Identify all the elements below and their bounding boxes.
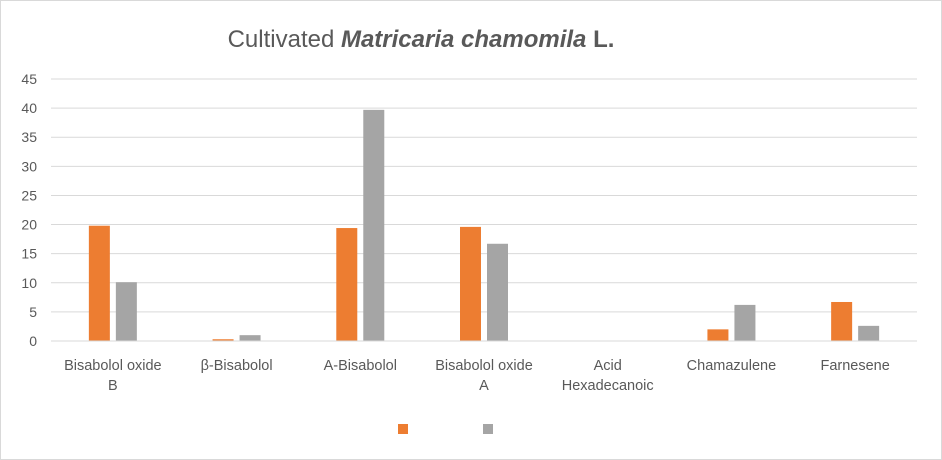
bar [115, 282, 137, 341]
y-tick-label: 30 [21, 158, 37, 174]
bar [239, 335, 261, 341]
bar [88, 225, 110, 341]
y-tick-label: 45 [21, 71, 37, 87]
bar [858, 325, 880, 341]
bar [831, 301, 853, 341]
legend-marker [483, 424, 493, 434]
x-tick-label: Bisabolol oxide A [435, 358, 533, 394]
chart-title-suffix: L. [586, 26, 614, 53]
legend-marker [398, 424, 408, 434]
bar [336, 228, 358, 341]
chart-title: Cultivated Matricaria chamomila L. [228, 26, 615, 53]
x-tick-label: β-Bisabolol [201, 358, 273, 374]
bar [487, 243, 508, 341]
y-tick-label: 20 [21, 217, 37, 233]
y-tick-label: 40 [21, 100, 37, 116]
legend [398, 424, 493, 434]
y-tick-label: 10 [21, 275, 37, 291]
x-tick-label: Bisabolol oxide B [64, 358, 162, 394]
gridlines [51, 78, 917, 313]
x-tick-label: Farnesene [820, 358, 889, 374]
y-axis-ticks: 0 5 10 15 20 25 30 35 40 45 [21, 71, 37, 349]
bar [460, 226, 481, 341]
bar [363, 109, 385, 341]
y-tick-label: 0 [29, 333, 37, 349]
y-tick-label: 35 [21, 129, 37, 145]
y-tick-label: 5 [29, 304, 37, 320]
chart-title-species: Matricaria chamomila [341, 26, 586, 53]
x-tick-label: Chamazulene [687, 358, 776, 374]
x-tick-label: A-Bisabolol [324, 358, 397, 374]
y-tick-label: 25 [21, 187, 37, 203]
bars [88, 109, 880, 341]
bar [212, 339, 234, 341]
x-axis-labels: Bisabolol oxide B β-Bisabolol A-Bisabolol Bi… [64, 358, 890, 394]
chart-title-prefix: Cultivated [228, 26, 341, 53]
x-tick-label: Acid Hexadecanoic [562, 358, 654, 394]
y-tick-label: 15 [21, 246, 37, 262]
bar [734, 304, 756, 341]
bar [707, 329, 729, 341]
